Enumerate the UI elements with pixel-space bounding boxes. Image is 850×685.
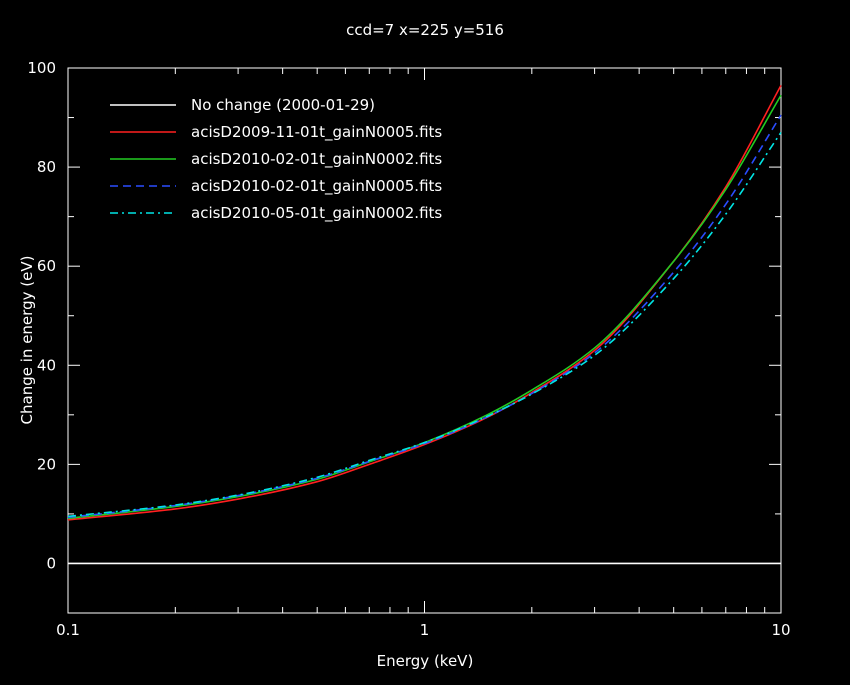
- series-lines: [67, 84, 782, 565]
- x-axis-label: Energy (keV): [377, 652, 474, 670]
- legend-label-3: acisD2010-02-01t_gainN0005.fits: [191, 177, 442, 196]
- y-tick-label: 60: [37, 257, 56, 275]
- legend-label-2: acisD2010-02-01t_gainN0002.fits: [191, 150, 442, 169]
- series-line-4: [67, 131, 782, 518]
- legend-label-0: No change (2000-01-29): [191, 96, 375, 114]
- series-line-3: [67, 114, 782, 519]
- y-tick-label: 100: [27, 59, 56, 77]
- legend: No change (2000-01-29) acisD2009-11-01t_g…: [110, 96, 442, 223]
- y-tick-label: 0: [46, 554, 56, 572]
- y-axis-label: Change in energy (eV): [18, 256, 36, 425]
- chart-title: ccd=7 x=225 y=516: [346, 21, 504, 39]
- legend-label-1: acisD2009-11-01t_gainN0005.fits: [191, 123, 442, 142]
- x-tick-label: 1: [420, 621, 430, 639]
- legend-label-4: acisD2010-05-01t_gainN0002.fits: [191, 204, 442, 223]
- y-tick-label: 80: [37, 158, 56, 176]
- x-tick-label: 0.1: [56, 621, 80, 639]
- y-tick-label: 40: [37, 356, 56, 374]
- series-line-2: [67, 94, 782, 520]
- x-tick-label: 10: [771, 621, 790, 639]
- y-tick-label: 20: [37, 455, 56, 473]
